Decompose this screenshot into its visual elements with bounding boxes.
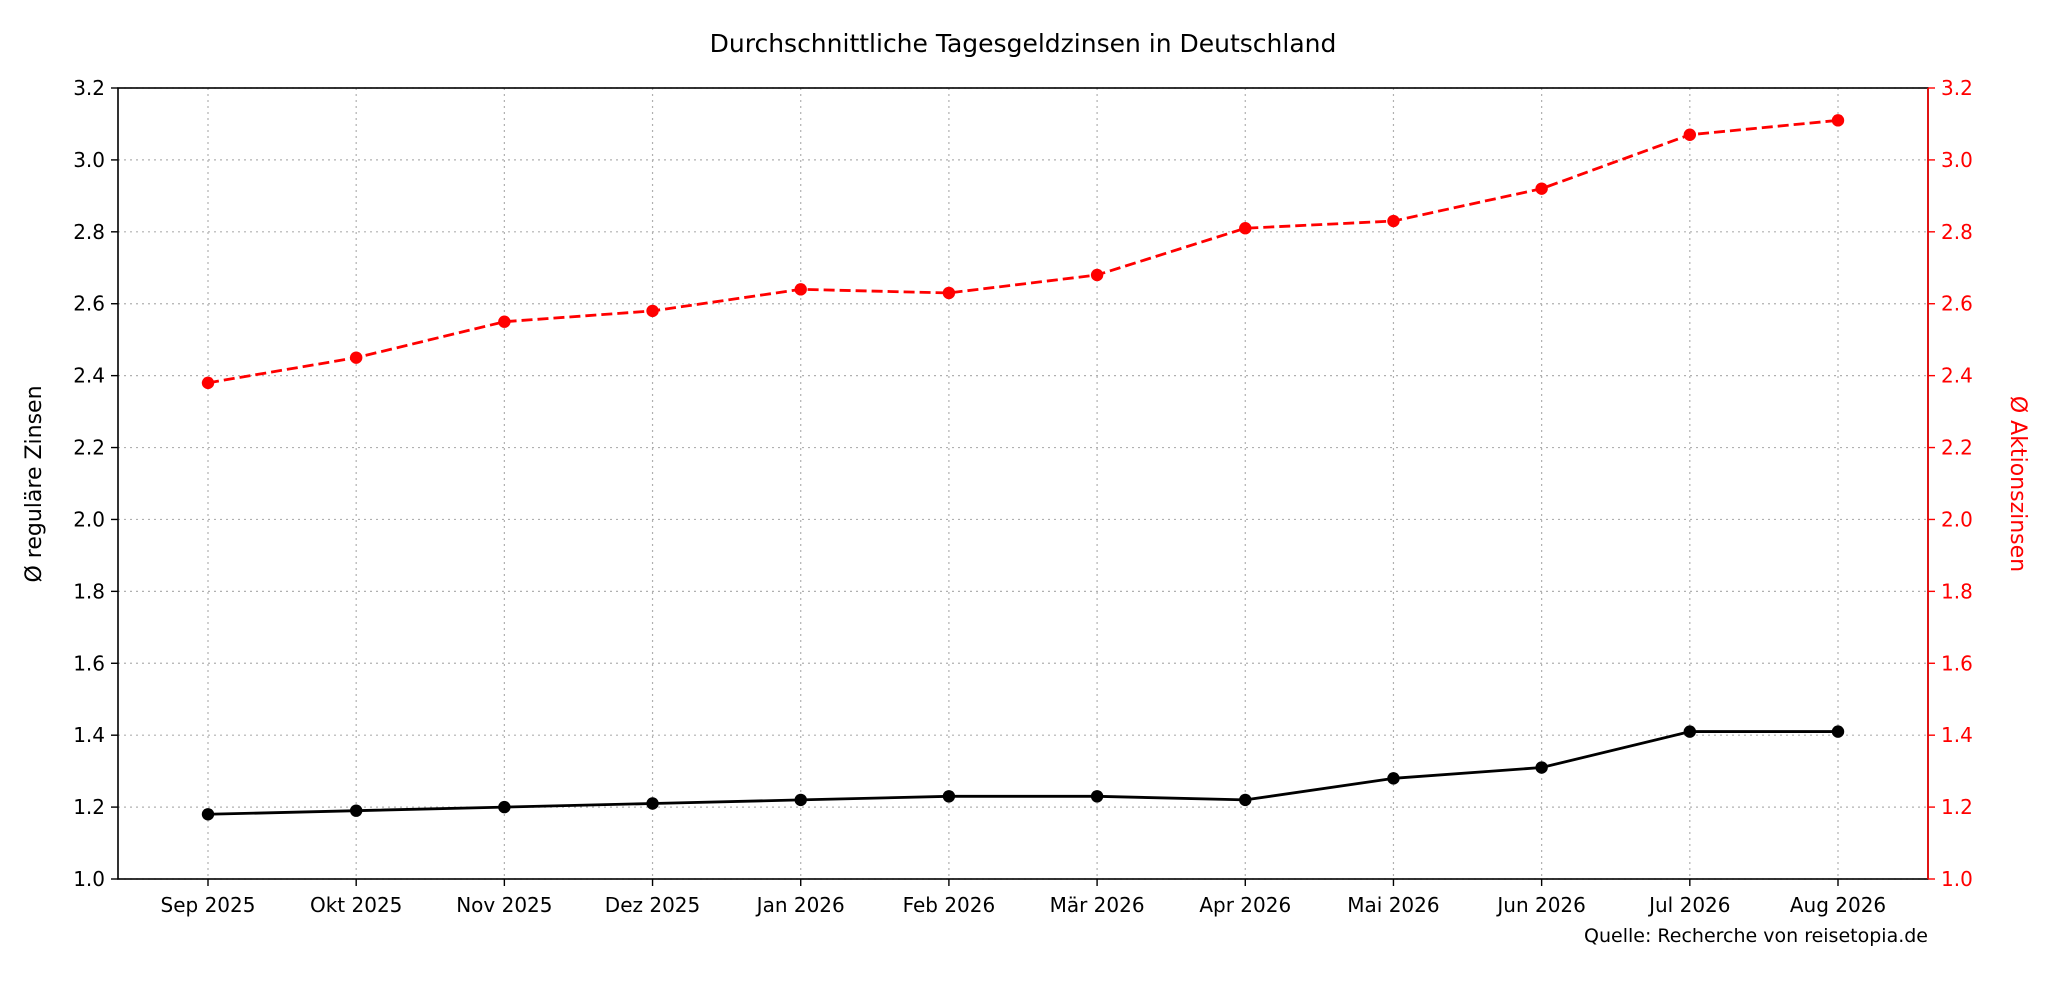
x-tick-label: Okt 2025 <box>310 893 402 917</box>
y-tick-label-right: 2.2 <box>1941 436 1973 460</box>
data-point-left <box>498 800 511 814</box>
x-tick-label: Apr 2026 <box>1199 893 1291 917</box>
data-point-left <box>1090 790 1104 803</box>
data-point-left <box>1535 761 1548 774</box>
y-axis-label-left: Ø reguläre Zinsen <box>22 385 47 582</box>
y-tick-label-left: 1.0 <box>73 867 105 891</box>
y-tick-label-left: 1.6 <box>73 651 105 675</box>
y-tick-label-left: 2.6 <box>73 292 105 316</box>
data-point-right <box>1387 214 1400 228</box>
data-point-right <box>1239 222 1252 235</box>
y-tick-label-left: 1.4 <box>73 723 105 747</box>
y-axis-label-right: Ø Aktionszinsen <box>2005 396 2030 572</box>
y-tick-label-right: 1.0 <box>1941 867 1973 891</box>
y-tick-label-right: 2.0 <box>1941 507 1973 531</box>
y-tick-label-left: 2.4 <box>73 364 105 388</box>
data-point-right <box>1683 128 1697 141</box>
x-tick-label: Nov 2025 <box>456 893 552 917</box>
y-tick-label-right: 3.0 <box>1941 148 1973 172</box>
data-point-left <box>794 793 807 807</box>
y-tick-label-right: 1.2 <box>1941 795 1973 819</box>
y-tick-label-right: 1.6 <box>1941 651 1973 675</box>
data-point-left <box>1683 725 1697 738</box>
source-note: Quelle: Recherche von reisetopia.de <box>1584 925 1928 947</box>
data-point-right <box>1831 114 1845 127</box>
x-tick-label: Mai 2026 <box>1347 893 1439 917</box>
data-point-right <box>201 376 215 390</box>
y-tick-label-left: 3.0 <box>73 148 105 172</box>
y-tick-label-left: 2.2 <box>73 436 105 460</box>
axes-layer: 1.0 1.0 1.2 1.2 1.4 1.4 1.6 1.6 1.8 1.8 2.0 2.0 2.2 2… <box>73 76 1973 917</box>
data-point-left <box>646 797 659 810</box>
x-tick-label: Aug 2026 <box>1790 893 1886 917</box>
data-point-right <box>942 286 956 300</box>
data-point-left <box>1831 725 1845 738</box>
data-point-left <box>201 808 215 821</box>
y-tick-label-right: 2.6 <box>1941 292 1973 316</box>
data-point-right <box>794 283 807 296</box>
y-tick-label-left: 3.2 <box>73 76 105 100</box>
y-tick-label-right: 2.8 <box>1941 220 1973 244</box>
y-tick-label-left: 2.8 <box>73 220 105 244</box>
y-tick-label-left: 1.8 <box>73 579 105 603</box>
y-tick-label-left: 1.2 <box>73 795 105 819</box>
data-point-left <box>942 790 956 803</box>
x-tick-label: Jul 2026 <box>1647 893 1730 917</box>
series-line-left <box>207 730 1838 816</box>
x-tick-label: Jan 2026 <box>755 893 845 917</box>
x-tick-label: Jun 2026 <box>1495 893 1586 917</box>
x-tick-label: Dez 2025 <box>605 893 700 917</box>
grid-layer <box>118 87 1928 880</box>
plot-frame <box>117 87 1929 880</box>
x-tick-label: Feb 2026 <box>903 893 996 917</box>
data-point-right <box>1535 182 1548 195</box>
data-point-left <box>1239 793 1252 807</box>
series-line-right <box>207 118 1839 385</box>
data-point-right <box>646 304 659 318</box>
y-tick-label-right: 1.4 <box>1941 723 1973 747</box>
x-tick-label: Sep 2025 <box>161 893 256 917</box>
y-tick-label-right: 1.8 <box>1941 579 1973 603</box>
data-point-right <box>349 351 363 364</box>
chart-title: Durchschnittliche Tagesgeldzinsen in Deu… <box>710 29 1337 58</box>
data-point-left <box>1387 772 1400 785</box>
y-tick-label-left: 2.0 <box>73 507 105 531</box>
data-point-right <box>498 315 511 328</box>
data-point-right <box>1090 268 1104 282</box>
x-tick-label: Mär 2026 <box>1050 893 1145 917</box>
y-tick-label-right: 2.4 <box>1941 364 1973 388</box>
y-tick-label-right: 3.2 <box>1941 76 1973 100</box>
data-point-left <box>349 804 363 817</box>
series-layer <box>201 114 1845 821</box>
